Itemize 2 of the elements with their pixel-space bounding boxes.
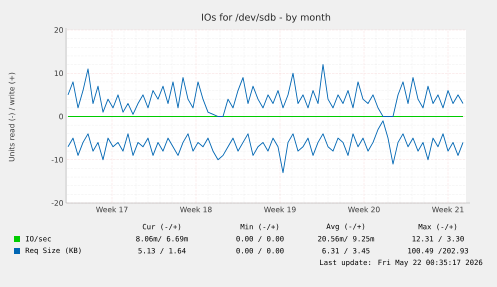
chart-title: IOs for /dev/sdb - by month: [202, 13, 330, 23]
line-series: [68, 120, 464, 174]
